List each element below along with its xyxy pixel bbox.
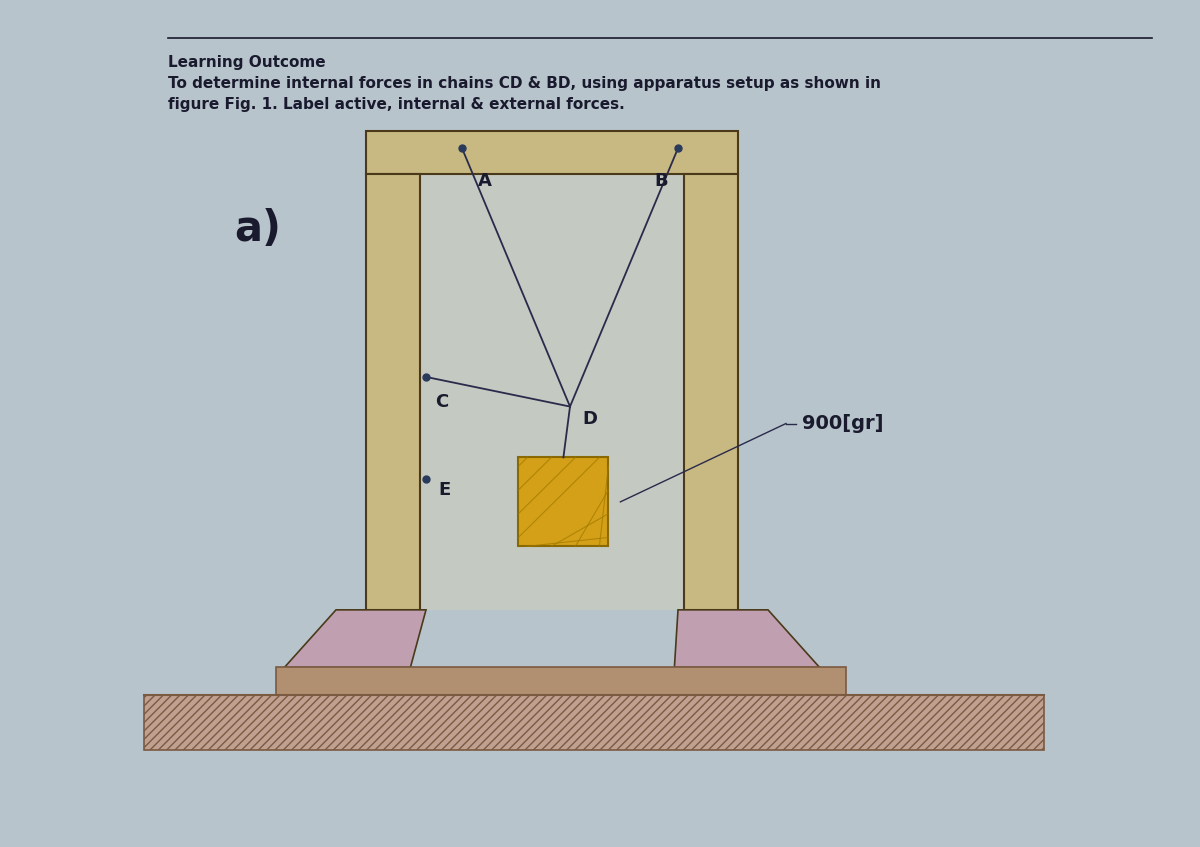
Text: 900[gr]: 900[gr] <box>802 414 883 433</box>
Bar <box>420 174 684 610</box>
Bar <box>144 695 1044 750</box>
Text: D: D <box>582 409 598 428</box>
Text: E: E <box>438 481 450 500</box>
Text: a): a) <box>234 208 281 250</box>
Bar <box>684 174 738 610</box>
Polygon shape <box>284 610 426 667</box>
Text: A: A <box>478 172 492 191</box>
Text: To determine internal forces in chains CD & BD, using apparatus setup as shown i: To determine internal forces in chains C… <box>168 76 881 91</box>
Text: figure Fig. 1. Label active, internal & external forces.: figure Fig. 1. Label active, internal & … <box>168 97 625 113</box>
Bar <box>366 131 738 174</box>
Text: B: B <box>654 172 667 191</box>
Bar <box>366 174 420 610</box>
Text: C: C <box>436 392 449 411</box>
Bar <box>518 457 608 546</box>
Bar <box>276 667 846 695</box>
Polygon shape <box>674 610 820 667</box>
Text: Learning Outcome: Learning Outcome <box>168 55 325 70</box>
